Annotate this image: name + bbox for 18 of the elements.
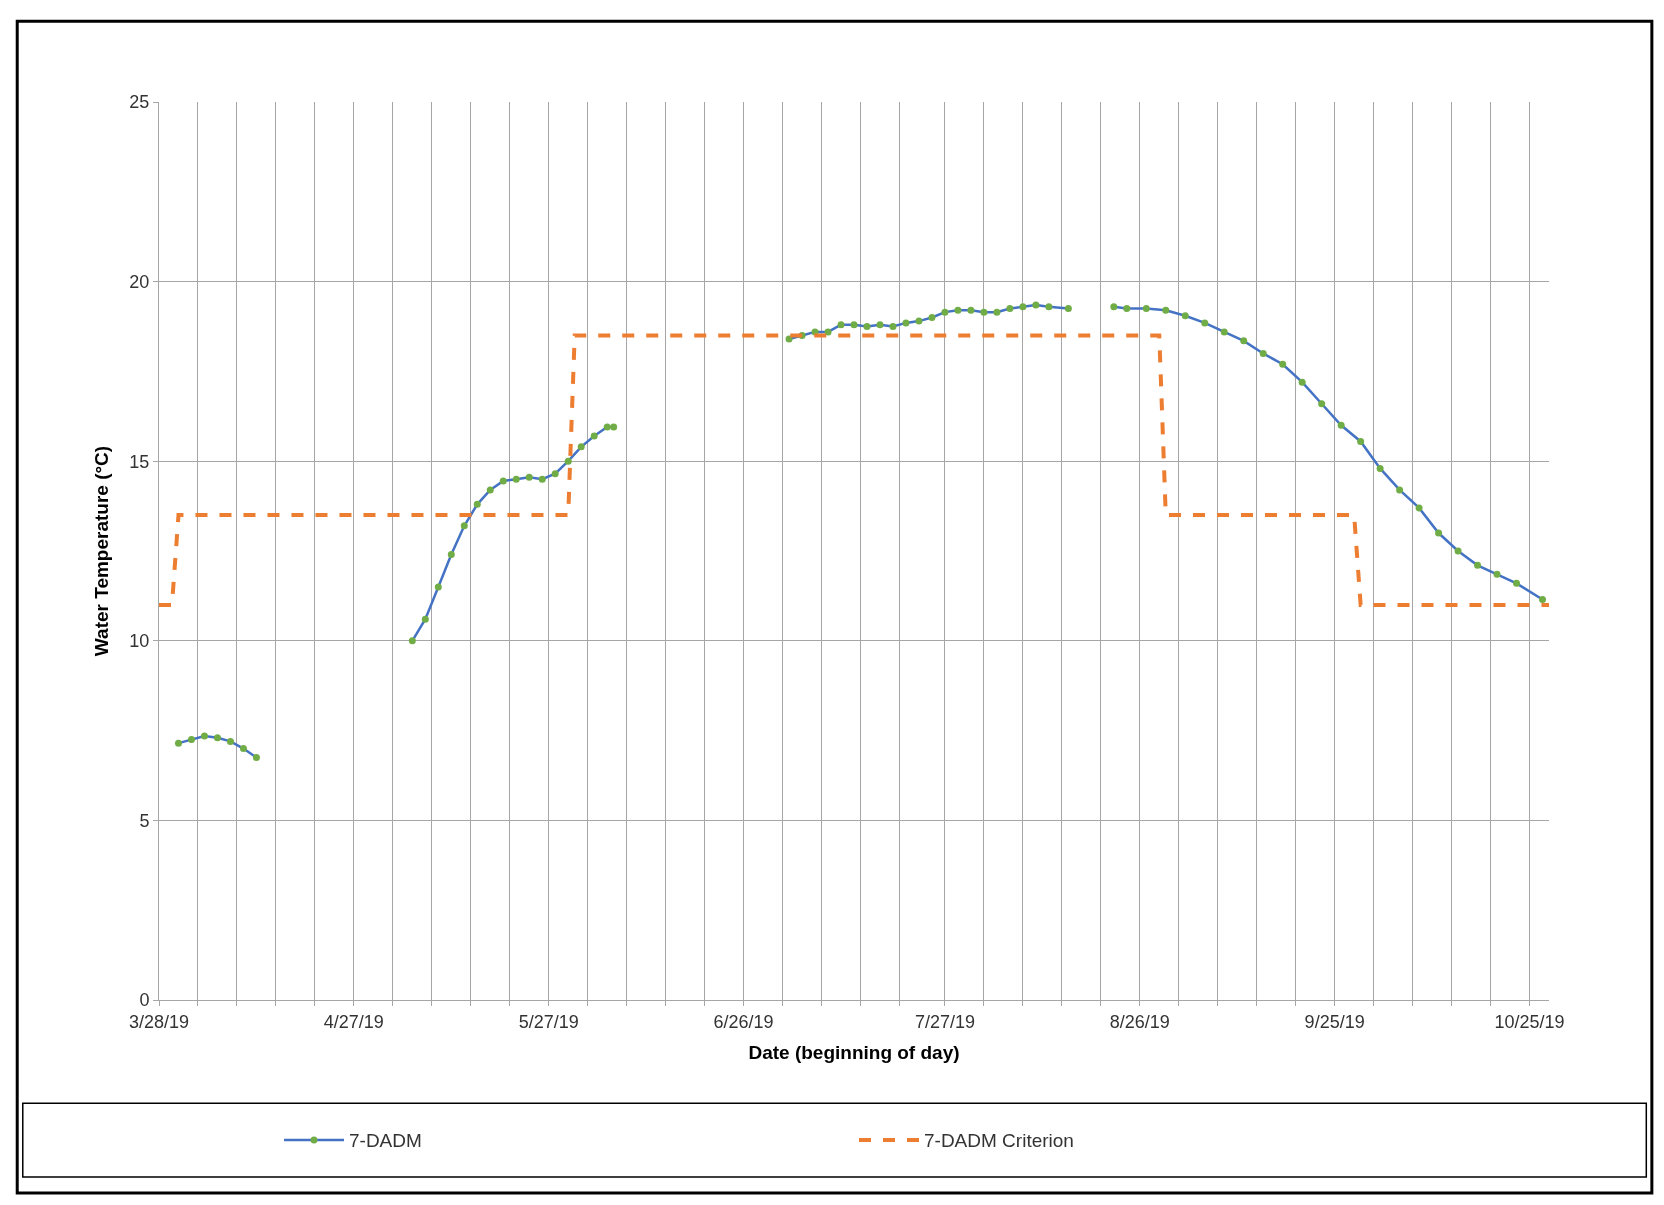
legend-label: 7-DADM bbox=[349, 1130, 422, 1152]
x-tick-label: 4/27/19 bbox=[323, 1011, 384, 1032]
y-tick-label: 25 bbox=[129, 92, 150, 113]
x-tick-label: 6/26/19 bbox=[713, 1011, 774, 1032]
y-axis-title: Water Temperature (°C) bbox=[91, 445, 113, 657]
x-tick-label: 7/27/19 bbox=[914, 1011, 975, 1032]
x-tick-label: 10/25/19 bbox=[1494, 1011, 1565, 1032]
x-tick-label: 5/27/19 bbox=[518, 1011, 579, 1032]
y-tick-label: 20 bbox=[129, 271, 150, 292]
x-tick-label: 9/25/19 bbox=[1304, 1011, 1365, 1032]
y-tick-label: 10 bbox=[129, 631, 150, 652]
y-tick-label: 0 bbox=[139, 990, 150, 1011]
y-tick-label: 5 bbox=[139, 810, 150, 831]
x-tick-label: 8/26/19 bbox=[1109, 1011, 1170, 1032]
x-tick-label: 3/28/19 bbox=[128, 1011, 190, 1032]
legend-label: 7-DADM Criterion bbox=[924, 1130, 1074, 1152]
x-axis-title: Date (beginning of day) bbox=[748, 1042, 960, 1064]
y-tick-label: 15 bbox=[129, 451, 150, 472]
